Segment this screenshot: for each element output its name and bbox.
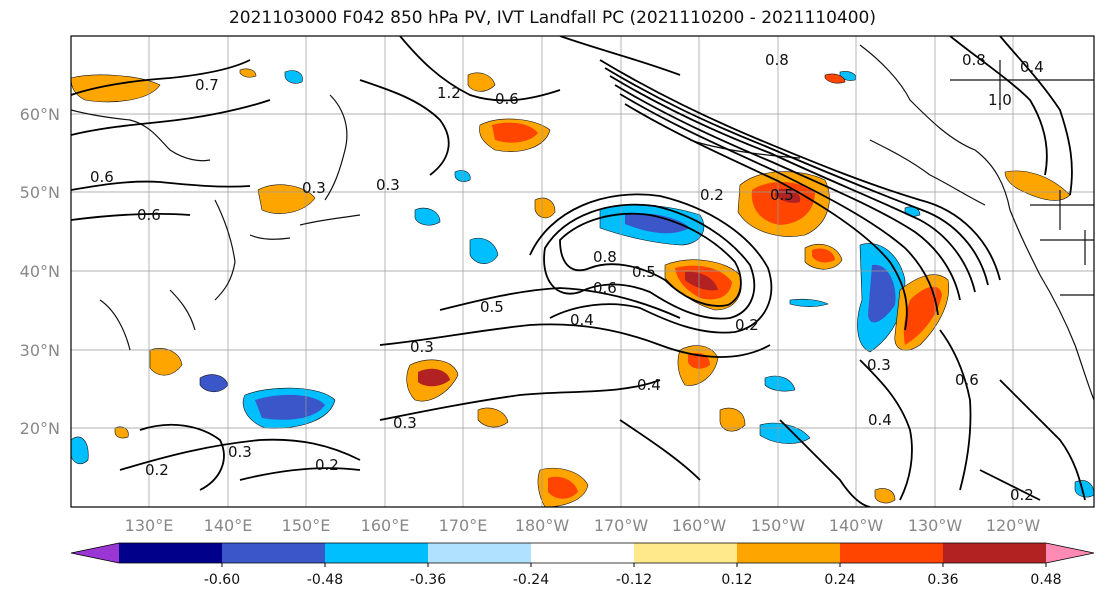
colorbar-segment	[325, 543, 429, 563]
colorbar-segment	[428, 543, 532, 563]
plot-area	[71, 36, 1094, 507]
colorbar-segment	[634, 543, 738, 563]
colorbar-tick-label: 0.36	[927, 572, 958, 588]
colorbar-extend-low	[71, 543, 119, 563]
contour-label-0.2b: 0.2	[145, 461, 169, 479]
plot-border	[70, 35, 1095, 508]
contour-label-0.6d: 0.6	[495, 90, 519, 108]
contour-label-0.2d: 0.2	[1010, 486, 1034, 504]
contour-label-1.0: 1.0	[988, 91, 1012, 109]
colorbar-tick-label: -0.36	[410, 572, 446, 588]
colorbar-tick-label: -0.60	[204, 572, 240, 588]
contour-label-0.3a: 0.3	[302, 179, 326, 197]
lat-label-40: 40°N	[20, 262, 60, 281]
map-title: 2021103000 F042 850 hPa PV, IVT Landfall…	[228, 8, 876, 28]
contour-label-0.6e: 0.6	[955, 371, 979, 389]
contour-label-0.6: 0.6	[593, 279, 617, 297]
contour-label-0.3e: 0.3	[228, 443, 252, 461]
lat-label-30: 30°N	[20, 341, 60, 360]
longitude-labels: 130°E 140°E 150°E 160°E 170°E 180°W 170°…	[125, 516, 1041, 535]
contour-label-0.7: 0.7	[195, 76, 219, 94]
lon-label-170e: 170°E	[439, 516, 488, 535]
colorbar-segment	[222, 543, 326, 563]
lon-label-130w: 130°W	[908, 516, 963, 535]
contour-label-0.4a: 0.4	[570, 311, 594, 329]
lon-label-150w: 150°W	[751, 516, 806, 535]
contour-label-0.3c: 0.3	[410, 338, 434, 356]
lon-label-160e: 160°E	[361, 516, 410, 535]
colorbar-tick-label: -0.12	[616, 572, 652, 588]
contour-label-0.3f: 0.3	[867, 356, 891, 374]
colorbar-tick-label: -0.48	[307, 572, 343, 588]
contour-label-0.4c: 0.4	[1020, 58, 1044, 76]
coastlines	[71, 44, 1094, 401]
lon-label-140e: 140°E	[204, 516, 253, 535]
colorbar-ticks: -0.60 -0.48 -0.36 -0.24 -0.12 0.12 0.24 0.36 0.4…	[204, 563, 1062, 588]
lon-label-130e: 130°E	[125, 516, 174, 535]
contour-label-0.2e: 0.2	[735, 316, 759, 334]
contour-label-0.5c: 0.5	[770, 186, 794, 204]
contour-label-0.4b: 0.4	[637, 376, 661, 394]
contour-label-0.4d: 0.4	[868, 411, 892, 429]
contour-label-0.2a: 0.2	[700, 186, 724, 204]
contour-label-0.5b: 0.5	[632, 263, 656, 281]
latitude-labels: 60°N 50°N 40°N 30°N 20°N	[20, 105, 60, 438]
lon-label-140w: 140°W	[829, 516, 884, 535]
contour-label-0.6b: 0.6	[90, 168, 114, 186]
contour-label-0.8b: 0.8	[765, 51, 789, 69]
lat-label-20: 20°N	[20, 419, 60, 438]
lon-label-180w: 180°W	[515, 516, 570, 535]
lon-label-150e: 150°E	[282, 516, 331, 535]
colorbar-tick-label: -0.24	[513, 572, 549, 588]
colorbar-segment	[737, 543, 841, 563]
contour-label-1.2: 1.2	[437, 84, 461, 102]
contour-label-0.8c: 0.8	[962, 51, 986, 69]
lon-label-170w: 170°W	[594, 516, 649, 535]
pv-contours	[71, 36, 1086, 507]
colorbar-segment	[531, 543, 635, 563]
contour-label-0.5: 0.5	[480, 298, 504, 316]
contour-label-0.3b: 0.3	[376, 176, 400, 194]
contour-label-0.8: 0.8	[593, 248, 617, 266]
colorbar-outline	[70, 542, 1095, 564]
lon-label-160w: 160°W	[672, 516, 727, 535]
colorbar-segment	[119, 543, 223, 563]
lat-label-60: 60°N	[20, 105, 60, 124]
colorbar-tick-label: 0.48	[1030, 572, 1061, 588]
contour-labels: 0.3 0.3 0.5 0.3 0.3 0.4 0.4 0.8 0.6 0.5 …	[90, 51, 1044, 504]
contour-label-0.3d: 0.3	[393, 414, 417, 432]
contour-label-0.6c: 0.6	[137, 206, 161, 224]
lon-label-120w: 120°W	[986, 516, 1041, 535]
colorbar-tick-label: 0.12	[721, 572, 752, 588]
colorbar-segment	[840, 543, 944, 563]
colorbar-segment	[943, 543, 1047, 563]
lat-label-50: 50°N	[20, 183, 60, 202]
colorbar	[70, 542, 1095, 564]
contour-label-0.2c: 0.2	[315, 456, 339, 474]
colorbar-extend-high	[1046, 543, 1094, 563]
colorbar-tick-label: 0.24	[824, 572, 855, 588]
